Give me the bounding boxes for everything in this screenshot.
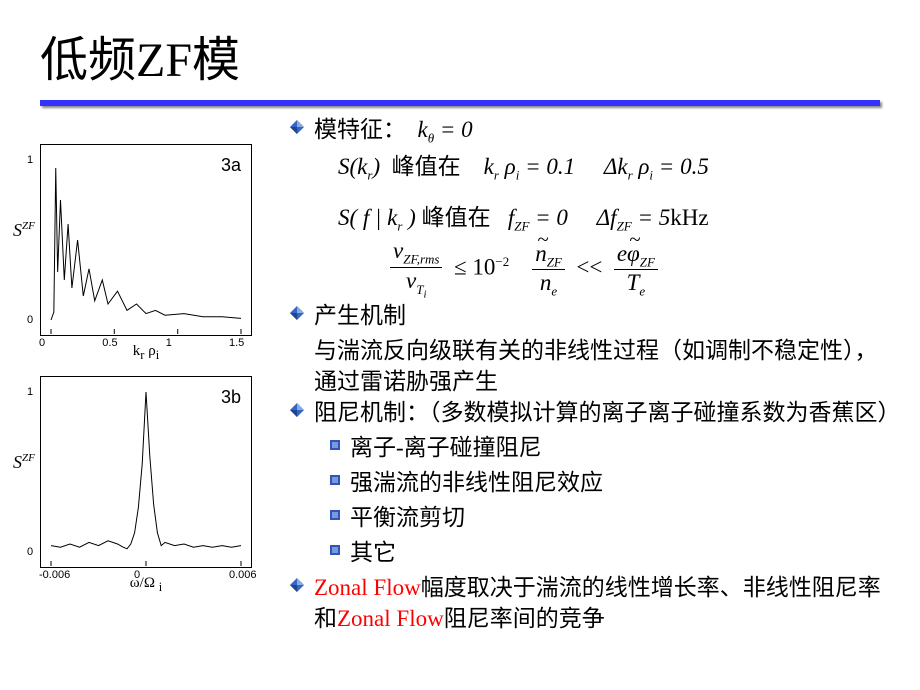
chart-3b-xlabel: ω/Ω i	[41, 575, 251, 595]
sf-line: S( f | kr ) 峰值在 fZF = 0 ΔfZF = 5kHz	[338, 202, 900, 235]
mechanism-label: 产生机制	[314, 300, 406, 331]
mode-features-text: 模特征： kθ = 0	[314, 114, 473, 147]
square-bullet-icon	[330, 545, 340, 555]
chart-3a-xlabel: kr ρi	[41, 343, 251, 363]
bullet-mechanism: 产生机制	[290, 300, 900, 331]
bullet-zonal-flow: Zonal Flow幅度取决于湍流的线性增长率、非线性阻尼率和Zonal Flo…	[290, 572, 900, 634]
sk-line: S(kr) 峰值在 kr ρi = 0.1 Δkr ρi = 0.5	[338, 151, 900, 184]
fraction-line: vZF,rmsvTi ≤ 10−2 nZFne << eφZFTe	[390, 239, 900, 300]
chart-3a-svg	[41, 145, 251, 335]
sub-item-4: 其它	[290, 537, 900, 568]
chart-3b-svg	[41, 377, 251, 567]
chart-3a-label: 3a	[221, 155, 241, 176]
sub-item-1-text: 离子-离子碰撞阻尼	[350, 432, 542, 463]
chart-3b-label: 3b	[221, 387, 241, 408]
chart-3b: SZF 3b -0.00600.006 01 ω/Ω i	[40, 376, 252, 568]
chart-3b-ylabel: SZF	[13, 452, 35, 473]
sub-item-2: 强湍流的非线性阻尼效应	[290, 467, 900, 498]
sub-item-3-text: 平衡流剪切	[350, 502, 465, 533]
damping-label: 阻尼机制：（多数模拟计算的离子离子碰撞系数为香蕉区）	[314, 397, 900, 428]
diamond-bullet-icon	[290, 306, 304, 320]
bullet-damping: 阻尼机制：（多数模拟计算的离子离子碰撞系数为香蕉区）	[290, 397, 900, 428]
bullet-mode-features: 模特征： kθ = 0	[290, 114, 900, 147]
mechanism-text: 与湍流反向级联有关的非线性过程（如调制不稳定性），通过雷诺胁强产生	[314, 335, 900, 397]
square-bullet-icon	[330, 510, 340, 520]
diamond-bullet-icon	[290, 578, 304, 592]
square-bullet-icon	[330, 475, 340, 485]
diamond-bullet-icon	[290, 403, 304, 417]
sub-item-1: 离子-离子碰撞阻尼	[290, 432, 900, 463]
chart-3a-ylabel: SZF	[13, 220, 35, 241]
charts-column: SZF 3a 00.511.5 01 kr ρi SZF 3b -0.00600…	[0, 124, 260, 608]
title-underline	[40, 100, 880, 106]
sub-item-4-text: 其它	[350, 537, 396, 568]
sub-item-3: 平衡流剪切	[290, 502, 900, 533]
page-title: 低频ZF模	[0, 0, 920, 100]
square-bullet-icon	[330, 440, 340, 450]
diamond-bullet-icon	[290, 120, 304, 134]
text-column: 模特征： kθ = 0 S(kr) 峰值在 kr ρi = 0.1 Δkr ρi…	[290, 114, 900, 639]
sub-item-2-text: 强湍流的非线性阻尼效应	[350, 467, 603, 498]
zonal-flow-text: Zonal Flow幅度取决于湍流的线性增长率、非线性阻尼率和Zonal Flo…	[314, 572, 900, 634]
chart-3a: SZF 3a 00.511.5 01 kr ρi	[40, 144, 252, 336]
